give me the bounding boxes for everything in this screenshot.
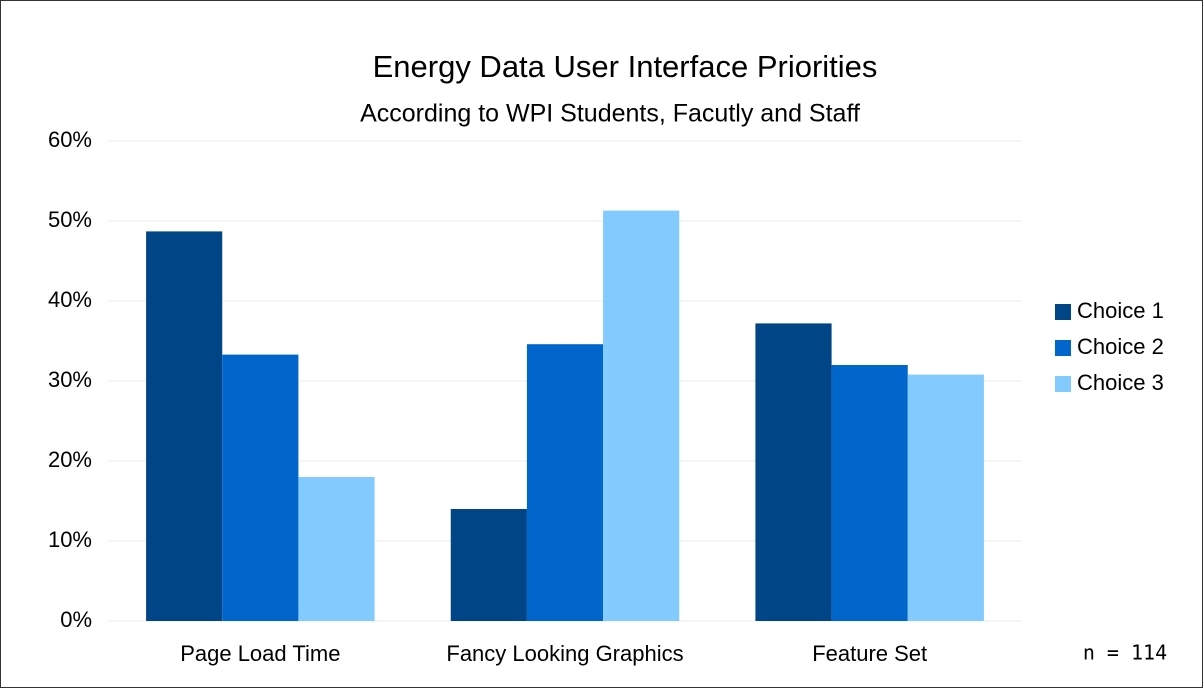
bar [603,210,680,621]
y-tick-label: 0% [60,607,92,632]
chart-title: Energy Data User Interface Priorities [373,49,878,84]
x-tick-label: Page Load Time [180,641,340,666]
chart-subtitle: According to WPI Students, Facutly and S… [360,100,860,128]
bar [755,323,832,621]
legend-label: Choice 1 [1077,298,1164,323]
bar [907,374,984,621]
x-tick-label: Fancy Looking Graphics [446,641,683,666]
legend-label: Choice 3 [1077,370,1164,395]
bar [146,231,223,621]
legend-swatch [1055,340,1071,356]
bar [222,354,299,621]
legend-label: Choice 2 [1077,334,1164,359]
bar [298,477,375,621]
y-tick-label: 60% [48,127,92,152]
bar [450,509,527,621]
y-tick-label: 20% [48,447,92,472]
y-tick-label: 40% [48,287,92,312]
bar [526,344,604,621]
y-tick-label: 10% [48,527,92,552]
x-tick-label: Feature Set [812,641,927,666]
bar [831,365,908,621]
legend-swatch [1055,376,1071,392]
legend-swatch [1055,304,1071,320]
y-tick-label: 30% [48,367,92,392]
annotation: n = 114 [1083,641,1167,665]
y-tick-label: 50% [48,207,92,232]
